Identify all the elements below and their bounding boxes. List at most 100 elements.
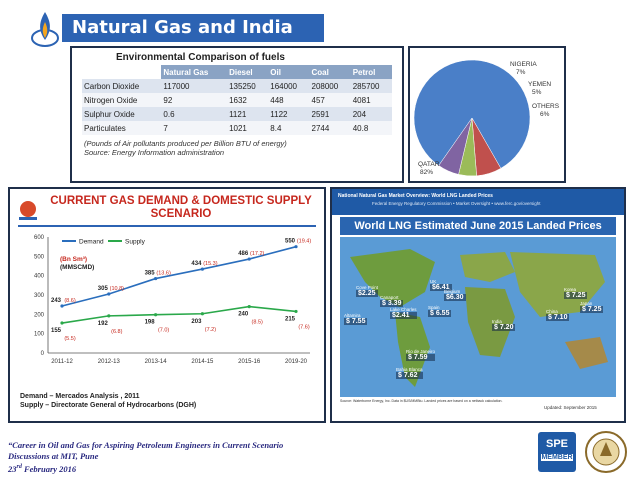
column-header: Natural Gas [161, 65, 228, 79]
table-cell: 1122 [268, 107, 310, 121]
map-price-label: $ 7.59 [406, 354, 436, 361]
map-place-label: Rio de Janeiro [406, 349, 436, 354]
world-map-icon [350, 249, 608, 387]
mit-pune-logo-icon [582, 430, 630, 474]
growth-label: (7.0) [158, 328, 169, 334]
row-label: Nitrogen Oxide [82, 93, 162, 107]
company-logo-icon [16, 199, 40, 221]
map-price-point: Korea $ 7.25 [564, 287, 588, 299]
fuel-comparison-table: Natural Gas Diesel Oil Coal Petrol Carbo… [82, 65, 392, 135]
data-label: 155 [51, 328, 62, 334]
world-map [340, 237, 616, 397]
table-cell: 117000 [161, 79, 228, 93]
map-price-label: $ 7.10 [546, 314, 570, 321]
map-price-label: $ 7.25 [580, 306, 604, 313]
y-tick-label: 500 [34, 254, 45, 260]
map-price-point: Japan $ 7.25 [580, 301, 604, 313]
map-place-label: Belgium [444, 289, 461, 294]
footer-date-day: 23 [8, 463, 17, 474]
data-label: 305 [98, 286, 109, 292]
pie-label-others: OTHERS [532, 103, 560, 110]
map-price-point: Rio de Janeiro $ 7.59 [406, 349, 436, 361]
row-label: Carbon Dioxide [82, 79, 162, 93]
pie-label-yemen-pct: 5% [532, 89, 542, 96]
map-place-label: Cove Point [356, 285, 379, 290]
table-cell: 448 [268, 93, 310, 107]
growth-label: (5.5) [64, 336, 75, 342]
x-tick-label: 2014-15 [191, 359, 214, 365]
growth-label: (8.5) [252, 320, 263, 326]
data-point [200, 267, 204, 271]
data-point [200, 312, 204, 316]
table-cell: 285700 [350, 79, 392, 93]
map-place-label: Korea [564, 287, 577, 292]
pie-slice-qatar [413, 59, 531, 169]
map-price-point: Spain $ 6.55 [428, 305, 452, 317]
chart-source-line1: Demand – Mercados Analysis , 2011 [20, 393, 140, 400]
table-cell: 0.6 [161, 107, 228, 121]
table-cell: 208000 [309, 79, 351, 93]
x-tick-label: 2015-16 [238, 359, 261, 365]
growth-label: (10.8) [110, 286, 125, 292]
table-cell: 1021 [227, 121, 269, 135]
fuel-table-heading: Environmental Comparison of fuels [116, 52, 285, 63]
data-label: 198 [145, 320, 156, 326]
table-cell: 1632 [227, 93, 269, 107]
lng-prices-map-panel: National Natural Gas Market Overview: Wo… [330, 187, 626, 423]
map-place-label: Japan [580, 301, 593, 306]
chart-title-text: CURRENT GAS DEMAND & DOMESTIC SUPPLY SCE… [50, 195, 312, 220]
map-price-label: $ 7.25 [564, 292, 588, 299]
series-line-supply [61, 305, 297, 324]
gas-demand-supply-panel: CURRENT GAS DEMAND & DOMESTIC SUPPLY SCE… [8, 187, 326, 423]
table-cell: 7 [161, 121, 228, 135]
map-place-label: UK [430, 279, 437, 284]
map-price-label: $ 7.62 [396, 372, 423, 379]
x-tick-label: 2012-13 [98, 359, 121, 365]
legend-label: Supply [125, 239, 146, 246]
line-chart: 0 100 200 300 400 500 600 2011-12 2012-13 2013-14… [34, 235, 311, 365]
footer-line3: 23rd February 2016 [8, 462, 448, 475]
column-header: Coal [309, 65, 351, 79]
map-banner-title: National Natural Gas Market Overview: Wo… [338, 193, 493, 199]
growth-label: (15.3) [203, 261, 218, 267]
data-label: 240 [238, 312, 249, 318]
pie-label-nigeria: NIGERIA [510, 61, 537, 68]
map-price-point: Lake Charles $2.41 [390, 307, 417, 319]
chart-source-line2: Supply – Directorate General of Hydrocar… [20, 402, 197, 409]
y-tick-label: 300 [34, 293, 45, 299]
pie-label-yemen: YEMEN [528, 81, 551, 88]
growth-label: (13.6) [156, 271, 171, 277]
table-row: Nitrogen Oxide 92 1632 448 457 4081 [82, 93, 392, 107]
lng-share-pie-panel: NIGERIA 7% YEMEN 5% OTHERS 6% QATAR 82% [408, 46, 566, 183]
map-price-point: India $ 7.20 [492, 319, 516, 331]
map-price-label: $6.41 [430, 284, 452, 291]
pie-chart: NIGERIA 7% YEMEN 5% OTHERS 6% QATAR 82% [413, 59, 560, 177]
table-row: Particulates 7 1021 8.4 2744 40.8 [82, 121, 392, 135]
table-cell: 204 [350, 107, 392, 121]
table-row: Carbon Dioxide 117000 135250 164000 2080… [82, 79, 392, 93]
pie-label-qatar-pct: 82% [420, 169, 433, 176]
map-banner: National Natural Gas Market Overview: Wo… [332, 189, 624, 215]
data-point [154, 276, 158, 281]
x-tick-label: 2011-12 [51, 359, 73, 365]
growth-label: (6.8) [111, 329, 122, 335]
map-price-label: $ 7.20 [492, 324, 516, 331]
y-tick-label: 0 [41, 351, 45, 357]
row-label: Sulphur Oxide [82, 107, 162, 121]
column-header: Petrol [350, 65, 392, 79]
page-title: Natural Gas and India [62, 14, 324, 42]
data-point [294, 309, 298, 314]
series-line-demand [61, 245, 297, 307]
x-tick-label: 2013-14 [145, 359, 168, 365]
y-tick-label: 400 [34, 274, 45, 280]
map-price-label: $2.41 [390, 312, 417, 319]
footer-line1: “Career in Oil and Gas for Aspiring Petr… [8, 440, 284, 450]
growth-label: (8.6) [64, 298, 75, 304]
data-point [107, 292, 111, 296]
map-price-label: $2.25 [356, 290, 379, 297]
table-cell: 457 [309, 93, 351, 107]
table-cell: 2744 [309, 121, 351, 135]
map-price-point: Belgium $6.30 [444, 289, 466, 301]
pie-label-others-pct: 6% [540, 111, 550, 118]
data-point [60, 304, 64, 308]
